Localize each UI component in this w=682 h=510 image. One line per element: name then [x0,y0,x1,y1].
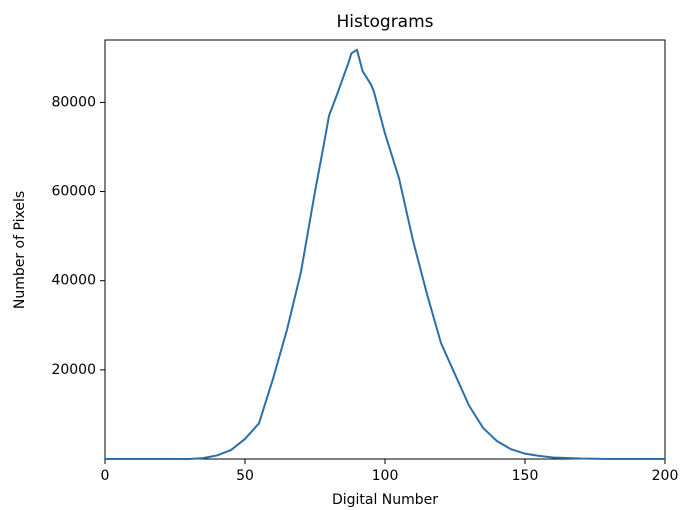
y-tick-label: 80000 [51,94,96,110]
y-tick-label: 20000 [51,362,96,378]
y-tick-label: 60000 [51,184,96,200]
y-tick-label: 40000 [51,273,96,289]
x-tick-label: 50 [236,468,254,484]
x-tick-label: 100 [372,468,399,484]
plot-frame [104,39,666,460]
x-tick-label: 0 [101,468,110,484]
x-tick-label: 200 [652,468,679,484]
chart-title: Histograms [336,12,433,32]
x-tick-label: 150 [512,468,539,484]
x-axis-label: Digital Number [332,492,438,508]
y-axis-label: Number of Pixels [12,191,28,309]
data-line [105,48,665,460]
